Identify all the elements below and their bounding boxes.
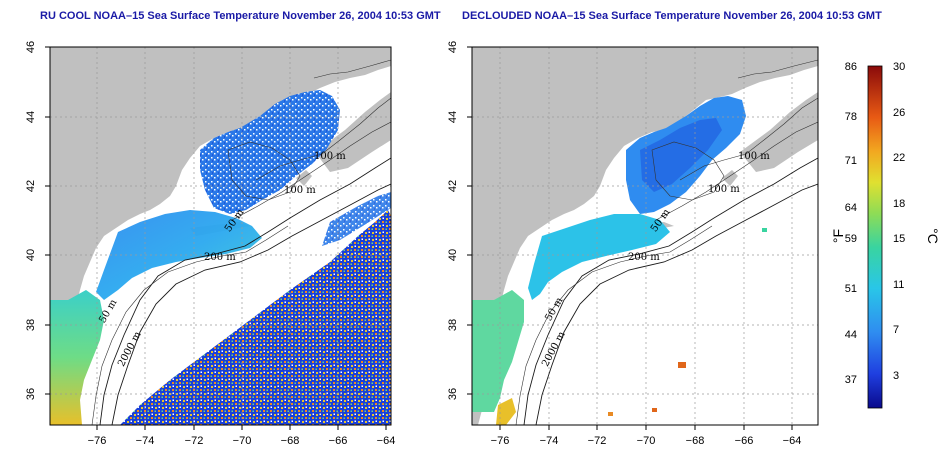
land-mass	[50, 47, 391, 425]
fahrenheit-tick-label: 44	[845, 329, 857, 341]
temperature-colorbar: 86 78 71 64 59 51 44 37 30 26 22 18 15 1…	[830, 61, 941, 409]
lon-tick-label: −70	[233, 435, 252, 447]
lat-tick-label: 40	[25, 249, 37, 261]
left-isobaths	[91, 59, 391, 425]
sst-warm-patch	[496, 398, 516, 425]
fahrenheit-tick-label: 51	[845, 283, 857, 295]
left-y-ticks	[45, 46, 50, 395]
nova-scotia	[740, 92, 818, 172]
sst-southern-shelf	[50, 290, 104, 425]
cape-cod	[722, 170, 738, 186]
lat-tick-label: 42	[25, 180, 37, 192]
sst-offshore-speckle	[120, 210, 391, 425]
lon-tick-label: −64	[783, 435, 802, 447]
nova-scotia	[315, 92, 391, 172]
lat-tick-label: 36	[447, 388, 459, 400]
lat-tick-label: 36	[25, 388, 37, 400]
lon-tick-label: −74	[540, 435, 559, 447]
colorbar-gradient	[867, 65, 883, 409]
left-grid	[50, 47, 391, 425]
right-isobaths	[515, 59, 818, 425]
left-lon-tick-labels: −76 −74 −72 −70 −68 −66 −64	[88, 435, 396, 447]
celsius-unit-label: °C	[925, 228, 941, 244]
right-x-ticks	[499, 425, 793, 430]
left-plot-frame	[49, 46, 392, 426]
right-map-panel: 100 m 100 m 50 m 200 m 50 m 2000 m −76 −…	[447, 41, 819, 447]
lat-tick-label: 38	[25, 319, 37, 331]
celsius-tick-label: 11	[893, 279, 904, 291]
lat-tick-label: 44	[447, 111, 459, 123]
lon-tick-label: −72	[588, 435, 607, 447]
lat-tick-label: 46	[447, 41, 459, 53]
right-plot-frame	[471, 46, 819, 426]
isobath-label: 200 m	[204, 252, 236, 263]
sst-scattered-east	[322, 192, 391, 246]
right-y-ticks	[467, 46, 472, 395]
celsius-tick-label: 3	[893, 370, 899, 382]
celsius-tick-label: 22	[893, 152, 905, 164]
lon-tick-label: −76	[88, 435, 107, 447]
left-lat-tick-labels: 46 44 42 40 38 36	[25, 41, 37, 400]
left-map-panel: 100 m 100 m 50 m 200 m 50 m 2000 m −76 −…	[25, 41, 395, 447]
fahrenheit-tick-label: 59	[845, 233, 857, 245]
celsius-ticks: 30 26 22 18 15 11 7 3	[893, 61, 905, 382]
lon-tick-label: −68	[686, 435, 705, 447]
sst-warm-speck	[608, 412, 613, 416]
isobath-label: 100 m	[314, 151, 346, 162]
lon-tick-label: −72	[185, 435, 204, 447]
left-x-ticks	[96, 425, 387, 430]
lon-tick-label: −76	[491, 435, 510, 447]
celsius-tick-label: 18	[893, 198, 905, 210]
land-mass	[472, 47, 818, 425]
right-map-title: DECLOUDED NOAA–15 Sea Surface Temperatur…	[462, 10, 882, 22]
sst-shelf-band	[96, 210, 262, 300]
isobath-label: 100 m	[708, 184, 740, 195]
lon-tick-label: −68	[281, 435, 300, 447]
left-map-title: RU COOL NOAA–15 Sea Surface Temperature …	[40, 10, 441, 22]
fahrenheit-tick-label: 71	[845, 155, 857, 167]
lat-tick-label: 40	[447, 249, 459, 261]
fahrenheit-tick-label: 37	[845, 374, 857, 386]
celsius-tick-label: 30	[893, 61, 905, 73]
fahrenheit-unit-label: °F	[830, 229, 846, 243]
lon-tick-label: −66	[329, 435, 348, 447]
isobath-label: 200 m	[628, 252, 660, 263]
lat-tick-label: 44	[25, 111, 37, 123]
lat-tick-label: 46	[25, 41, 37, 53]
lon-tick-label: −70	[637, 435, 656, 447]
sst-warm-speck	[652, 408, 657, 412]
lat-tick-label: 42	[447, 180, 459, 192]
fahrenheit-ticks: 86 78 71 64 59 51 44 37	[845, 61, 857, 386]
sst-gulf-of-maine-inner	[640, 118, 722, 192]
fahrenheit-tick-label: 64	[845, 202, 857, 214]
cape-cod	[296, 170, 312, 186]
lat-tick-label: 38	[447, 319, 459, 331]
celsius-tick-label: 26	[893, 107, 905, 119]
sst-shelf-band	[528, 214, 670, 300]
isobath-label: 100 m	[284, 185, 316, 196]
celsius-tick-label: 7	[893, 324, 899, 336]
fahrenheit-tick-label: 86	[845, 61, 857, 73]
celsius-tick-label: 15	[893, 233, 905, 245]
right-grid	[472, 47, 818, 425]
right-lon-tick-labels: −76 −74 −72 −70 −68 −66 −64	[491, 435, 802, 447]
fahrenheit-tick-label: 78	[845, 111, 857, 123]
sst-southern-shelf	[472, 290, 524, 412]
sst-speck	[762, 228, 767, 232]
sst-warm-speck	[678, 362, 686, 368]
lon-tick-label: −74	[136, 435, 155, 447]
isobath-label: 100 m	[738, 151, 770, 162]
lon-tick-label: −64	[377, 435, 396, 447]
right-lat-tick-labels: 46 44 42 40 38 36	[447, 41, 459, 400]
lon-tick-label: −66	[735, 435, 754, 447]
